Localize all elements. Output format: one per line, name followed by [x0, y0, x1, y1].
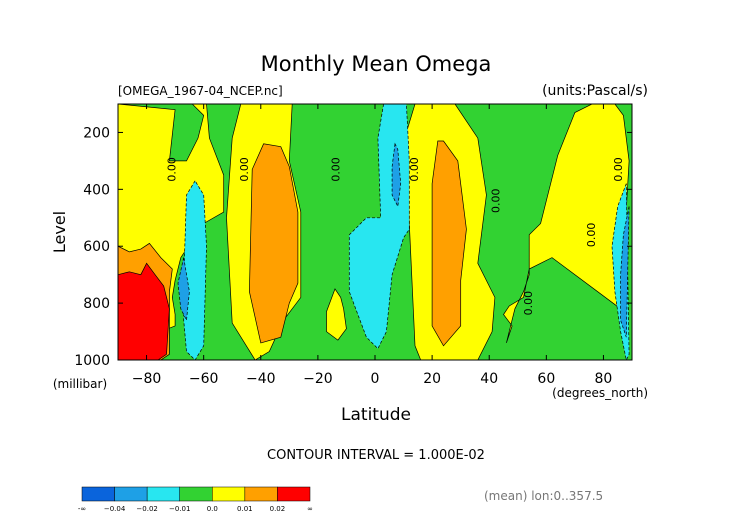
- y-tick-label: 400: [83, 182, 110, 198]
- colorbar-swatch: [146, 486, 180, 502]
- contour-region-positive-weak-5: [503, 104, 630, 344]
- colorbar-tick-label: −0.02: [136, 505, 157, 513]
- contour-label-4: 0.00: [408, 157, 421, 182]
- contour-region-positive-weak-3: [326, 288, 347, 341]
- x-tick-label: 20: [423, 371, 441, 387]
- x-tick-label: −40: [246, 371, 276, 387]
- colorbar-swatch: [179, 486, 213, 502]
- file-label: [OMEGA_1967-04_NCEP.nc]: [118, 84, 283, 98]
- colorbar-tick-label: −0.01: [169, 505, 190, 513]
- contour-region-positive-strong-9: [118, 262, 170, 360]
- contour-region-negative-moderate-14: [391, 142, 402, 208]
- y-tick-label: 600: [83, 239, 110, 255]
- x-axis-units: (degrees_north): [552, 386, 648, 400]
- x-tick-label: −20: [303, 371, 333, 387]
- y-tick-label: 800: [83, 296, 110, 312]
- colorbar-swatch: [81, 486, 115, 502]
- contour-label-8: 0.00: [612, 157, 625, 182]
- colorbar-tick-label: 0.01: [237, 505, 253, 513]
- colorbar-tick-label: 0.02: [270, 505, 286, 513]
- contour-label-5: 0.00: [489, 188, 502, 213]
- contour-label-1: 0.00: [165, 157, 178, 182]
- colorbar-swatch: [212, 486, 246, 502]
- chart-title: Monthly Mean Omega: [261, 52, 492, 76]
- colorbar-tick-label: −0.04: [104, 505, 126, 513]
- colorbar-swatch: [114, 486, 148, 502]
- contour-region-negative-weak-10: [183, 180, 207, 360]
- contour-label-6: 0.00: [522, 291, 535, 316]
- contour-region-positive-moderate-7: [431, 140, 467, 347]
- y-tick-label: 1000: [74, 353, 110, 369]
- x-axis-title: Latitude: [341, 405, 411, 425]
- x-tick-label: 40: [480, 371, 498, 387]
- contour-region-positive-moderate-6: [249, 143, 299, 344]
- contour-interval-text: CONTOUR INTERVAL = 1.000E-02: [267, 448, 485, 463]
- colorbar-tick-label: 0.0: [207, 505, 218, 513]
- colorbar-swatch: [277, 486, 311, 502]
- x-tick-label: 80: [595, 371, 613, 387]
- units-label: (units:Pascal/s): [542, 83, 648, 99]
- colorbar-tick-label: ∞: [307, 505, 313, 513]
- y-axis-units: (millibar): [53, 377, 107, 391]
- contour-region-negative-moderate-13: [177, 257, 190, 322]
- x-tick-label: 0: [371, 371, 380, 387]
- plot-area: 0.00 0.00 0.00 0.00 0.00 0.00 0.00 0.00: [118, 104, 632, 360]
- y-tick-label: 200: [83, 125, 110, 141]
- y-axis-title: Level: [50, 211, 69, 253]
- footer-text: (mean) lon:0..357.5: [484, 489, 603, 503]
- colorbar-tick-label: -∞: [78, 505, 86, 513]
- contour-region-negative-moderate-15: [620, 206, 630, 338]
- y-axis: 200 400 600 800 1000: [74, 125, 632, 369]
- x-tick-label: −60: [189, 371, 219, 387]
- x-tick-label: 60: [537, 371, 555, 387]
- colorbar-swatch: [244, 486, 278, 502]
- contour-label-3: 0.00: [329, 157, 342, 182]
- contour-label-7: 0.00: [585, 223, 598, 248]
- x-tick-label: −80: [132, 371, 162, 387]
- colorbar: -∞ −0.04 −0.02 −0.01 0.0 0.01 0.02 ∞: [78, 486, 313, 513]
- x-axis: −80 −60 −40 −20 0 20 40 60 80: [132, 104, 613, 387]
- contour-label-2: 0.00: [238, 157, 251, 182]
